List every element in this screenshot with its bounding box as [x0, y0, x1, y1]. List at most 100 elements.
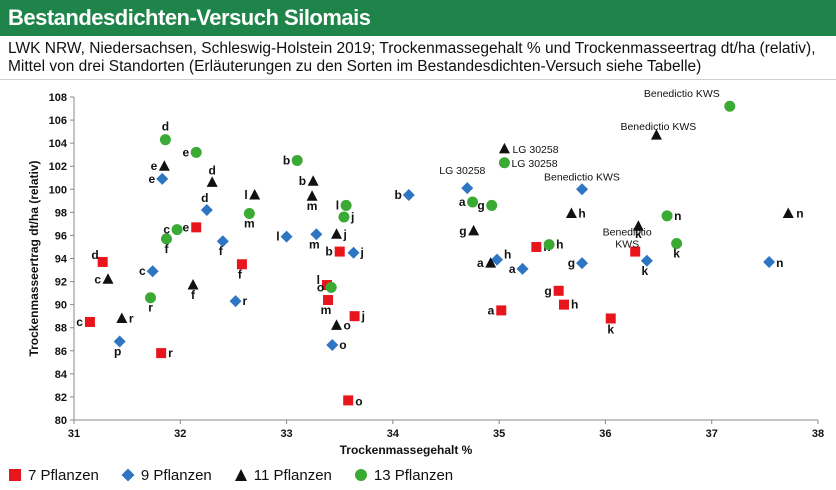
legend-item-9-pflanzen: 9 Pflanzen [121, 467, 212, 484]
data-point-triangle [782, 207, 794, 219]
data-point-square [323, 295, 334, 306]
data-label: k [635, 227, 642, 241]
chart-subtitle: LWK NRW, Niedersachsen, Schleswig-Holste… [8, 40, 816, 75]
legend-item-13-pflanzen: 13 Pflanzen [354, 467, 453, 484]
x-tick-label: 33 [280, 428, 292, 440]
data-label: n [674, 209, 681, 223]
data-point-diamond [310, 228, 323, 241]
legend-circle-icon [354, 469, 367, 481]
data-point-triangle [498, 142, 510, 154]
y-tick-label: 92 [55, 277, 67, 289]
x-tick-label: 34 [387, 428, 400, 440]
data-label: p [114, 345, 121, 359]
data-point-circle [243, 208, 255, 220]
x-tick-label: 35 [493, 428, 505, 440]
data-label: g [459, 224, 466, 238]
data-label: m [307, 199, 318, 213]
data-label: Benedictio KWS [644, 88, 720, 100]
data-label: r [148, 301, 153, 315]
data-point-square [97, 256, 108, 267]
data-label: c [94, 272, 101, 286]
y-tick-label: 94 [55, 254, 68, 266]
data-point-diamond [402, 189, 415, 202]
scatter-chart: 31 32 33 34 35 36 37 38 80 82 84 86 88 90 92 94 96 98 100 1… [27, 88, 824, 457]
data-label: Benedictio KWS [620, 121, 696, 133]
data-point-circle [543, 239, 555, 251]
data-label: d [91, 248, 98, 262]
data-label: n [796, 207, 803, 221]
y-tick-label: 88 [55, 323, 67, 335]
data-label: o [339, 338, 346, 352]
data-point-square [334, 246, 345, 257]
data-point-square [191, 222, 202, 233]
data-point-diamond [326, 339, 339, 352]
data-point-square [236, 259, 247, 270]
data-label: k [673, 247, 680, 261]
data-point-circle [486, 199, 498, 211]
data-point-diamond [491, 253, 504, 266]
y-tick-label: 86 [55, 346, 67, 358]
data-label: e [149, 172, 156, 186]
data-point-triangle [102, 273, 114, 284]
y-tick-label: 90 [55, 300, 67, 312]
legend-label: 9 Pflanzen [140, 466, 212, 484]
y-tick-label: 106 [49, 115, 67, 127]
data-point-triangle [331, 319, 343, 330]
data-point-diamond [280, 230, 293, 243]
data-label: LG 30258 [439, 165, 485, 177]
x-tick-label: 38 [812, 428, 824, 440]
legend-label: 11 Pflanzen [253, 466, 332, 484]
data-label: f [238, 267, 243, 281]
data-label: b [299, 174, 306, 188]
data-label: LG 30258 [512, 144, 558, 156]
data-label: l [336, 198, 339, 212]
data-point-diamond [516, 262, 529, 275]
data-point-triangle [565, 207, 577, 219]
data-point-triangle [206, 176, 218, 187]
data-label: n [776, 256, 783, 270]
data-label: e [183, 145, 190, 159]
data-label: h [556, 238, 563, 252]
data-label: j [360, 246, 364, 260]
data-label: g [544, 284, 551, 298]
data-point-circle [159, 134, 171, 146]
data-point-circle [340, 199, 352, 211]
data-label: j [350, 210, 354, 224]
data-point-circle [671, 238, 683, 250]
x-tick-label: 32 [174, 428, 186, 440]
data-point-triangle [187, 279, 199, 290]
x-tick-label: 36 [599, 428, 611, 440]
data-point-circle [291, 154, 303, 166]
divider [0, 79, 836, 80]
data-point-diamond [461, 182, 474, 195]
data-point-triangle [632, 220, 644, 231]
legend-triangle-icon [234, 469, 247, 481]
data-label: c [139, 264, 146, 278]
data-label: r [243, 294, 248, 308]
data-label: j [361, 309, 365, 323]
data-label: a [459, 195, 466, 209]
data-label: m [321, 303, 332, 317]
data-label: d [162, 120, 169, 134]
data-point-diamond [576, 257, 589, 270]
data-point-square [531, 241, 542, 252]
data-label: f [164, 242, 169, 256]
data-label: r [129, 311, 134, 325]
data-point-diamond [200, 204, 213, 217]
legend-diamond-icon [121, 468, 135, 482]
y-tick-label: 104 [49, 138, 68, 150]
data-label: a [477, 256, 484, 270]
data-label: a [509, 262, 516, 276]
data-label: k [642, 264, 649, 278]
data-point-square [558, 299, 569, 310]
data-label: f [191, 288, 196, 302]
data-label: Benedictio KWS [544, 171, 620, 183]
y-tick-label: 84 [55, 369, 68, 381]
x-tick-label: 31 [68, 428, 80, 440]
data-point-circle [160, 233, 172, 245]
legend-label: 13 Pflanzen [373, 466, 454, 484]
data-point-triangle [307, 175, 319, 186]
data-label: g [477, 198, 484, 212]
data-point-triangle [116, 312, 128, 323]
data-point-triangle [158, 160, 170, 171]
